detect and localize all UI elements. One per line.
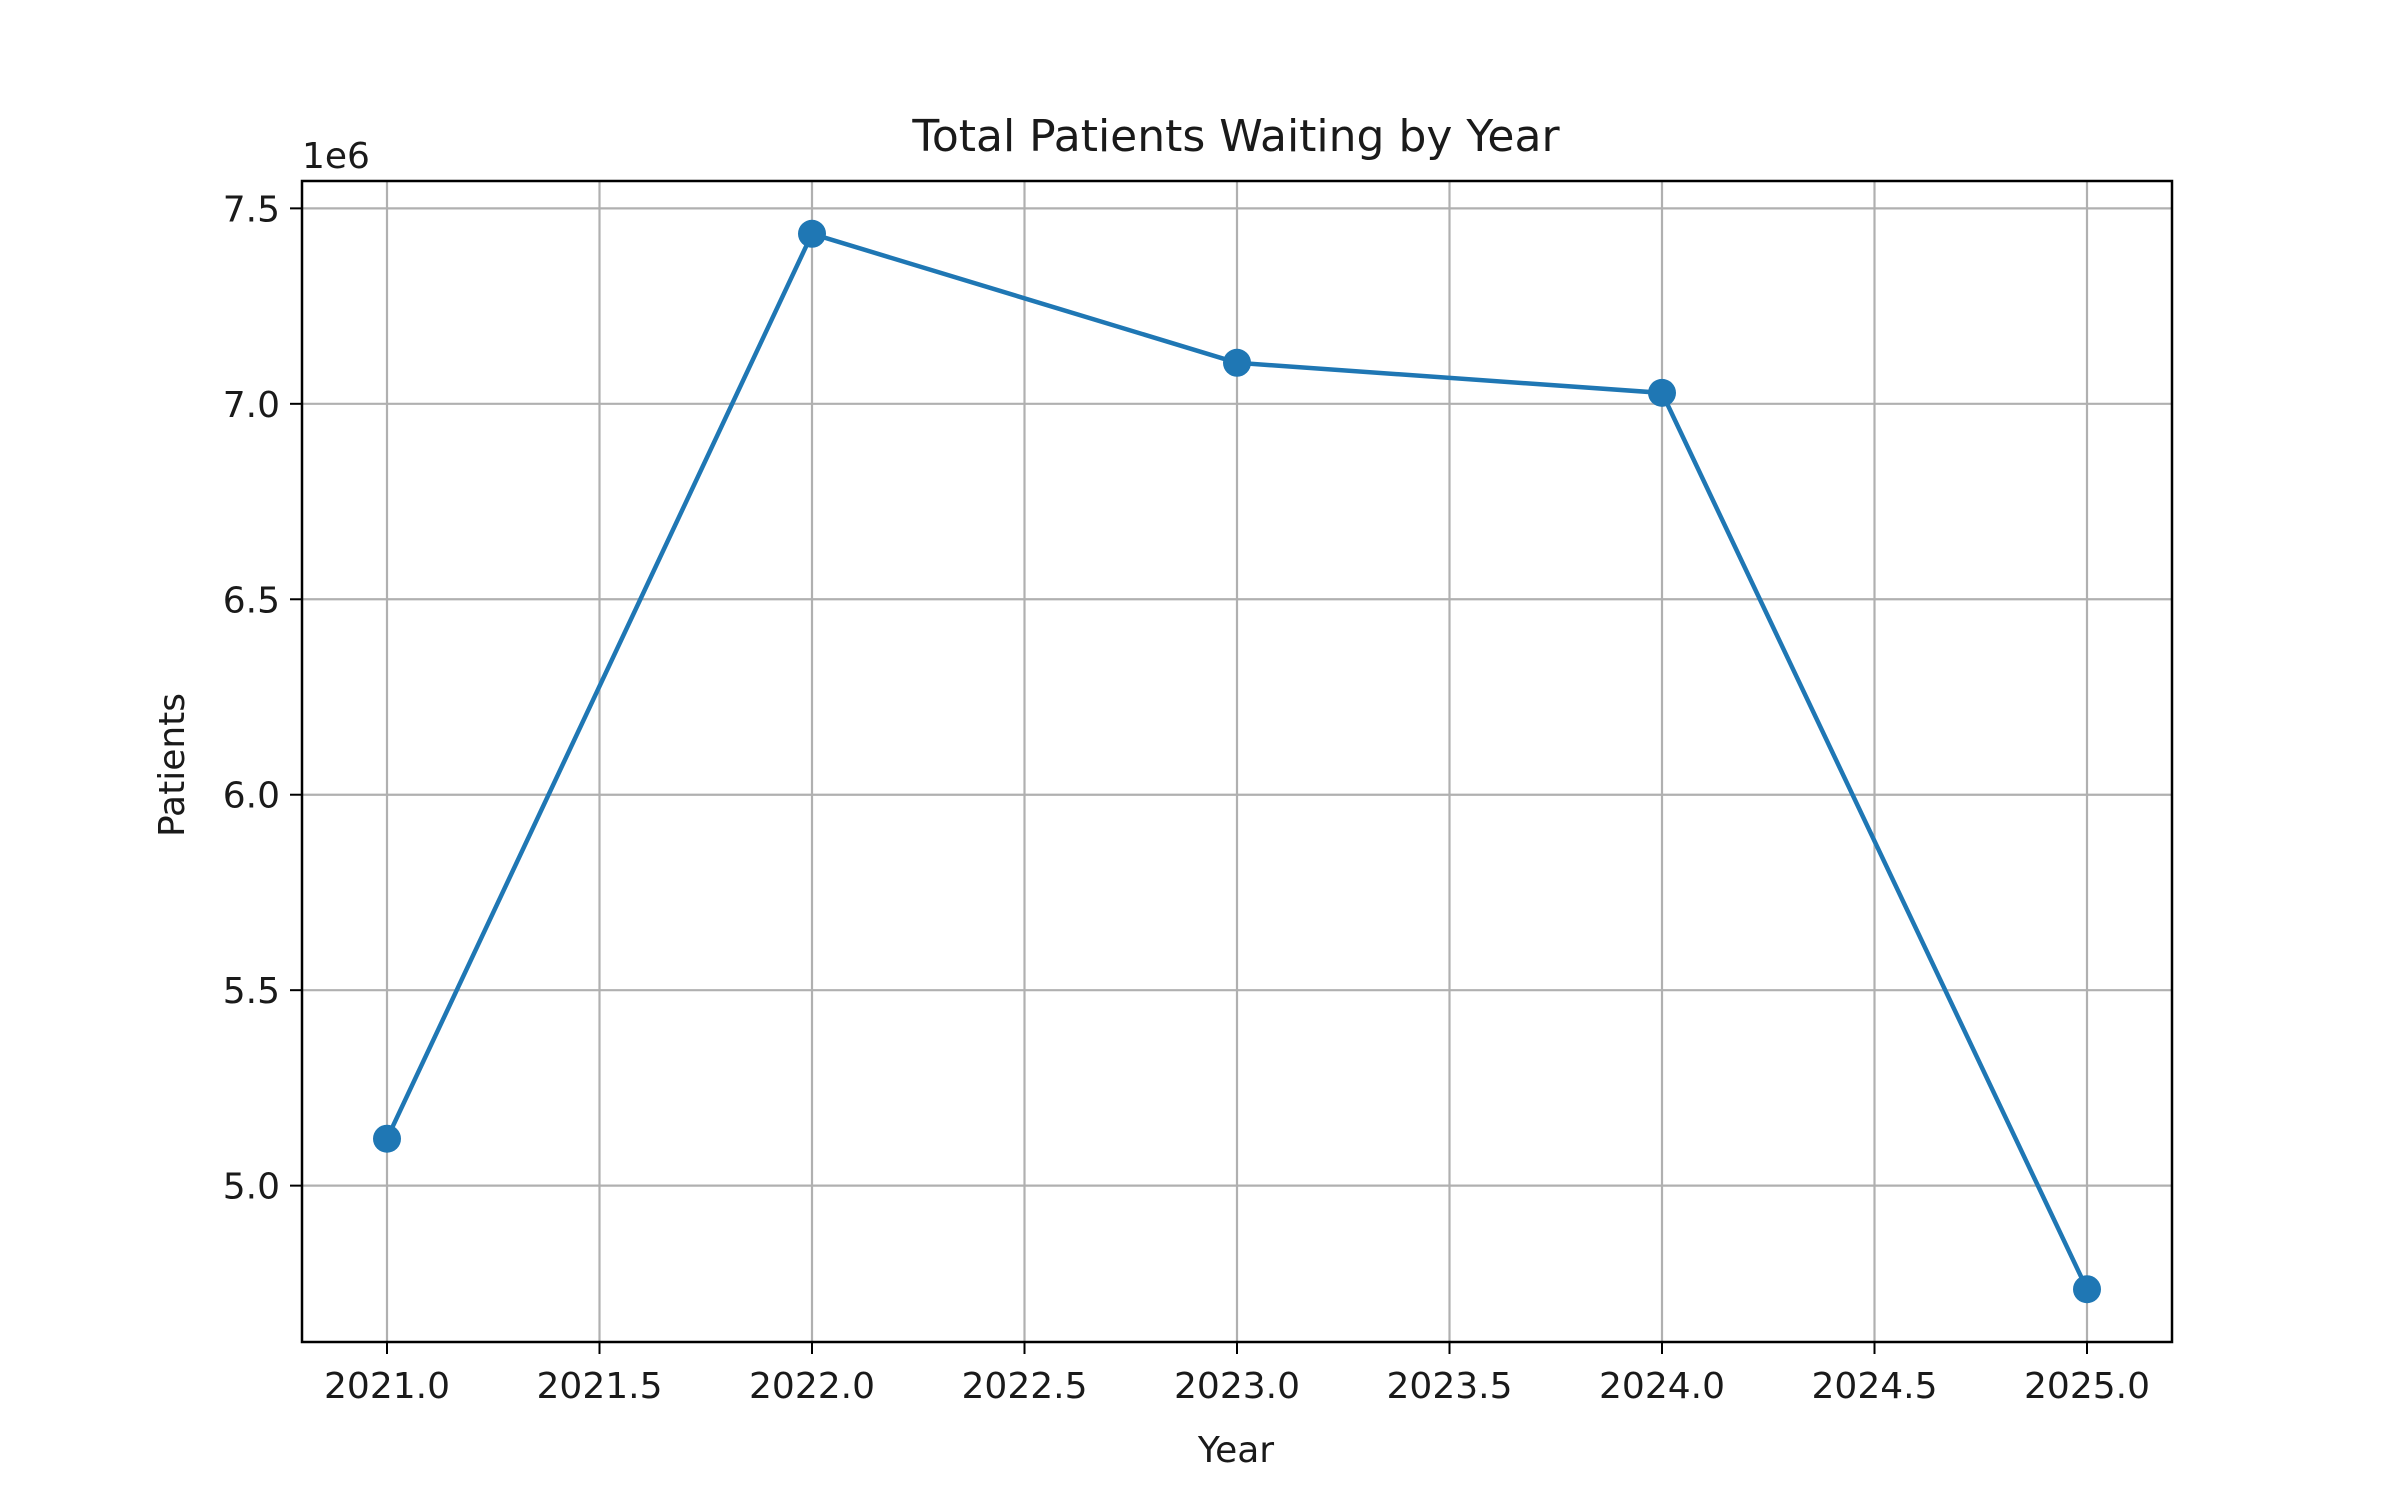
x-tick-label: 2021.0 [324, 1366, 450, 1407]
x-tick-label: 2023.0 [1174, 1366, 1300, 1407]
x-tick-label: 2025.0 [2024, 1366, 2150, 1407]
data-point-layer [373, 219, 2101, 1304]
y-tick-label: 7.0 [223, 385, 280, 426]
y-tick-label: 6.0 [223, 776, 280, 817]
y-tick-label: 5.0 [223, 1167, 280, 1208]
y-tick-label: 6.5 [223, 580, 280, 621]
x-tick-label: 2022.5 [962, 1366, 1088, 1407]
data-point [373, 1124, 401, 1153]
y-tick-label: 7.5 [223, 189, 280, 230]
data-point [2073, 1275, 2101, 1304]
axis-ticks: 2021.0 2021.5 2022.0 2022.5 2023.0 2023.5 2024… [223, 189, 2150, 1407]
x-tick-label: 2024.0 [1599, 1366, 1725, 1407]
grid [302, 181, 2172, 1342]
y-axis-offset-label: 1e6 [302, 136, 370, 177]
x-tick-label: 2023.5 [1387, 1366, 1513, 1407]
data-point [1648, 378, 1676, 407]
x-tick-label: 2022.0 [749, 1366, 875, 1407]
data-point [1223, 348, 1251, 377]
y-axis-label: Patients [152, 693, 193, 837]
x-tick-label: 2021.5 [537, 1366, 663, 1407]
x-tick-label: 2024.5 [1812, 1366, 1938, 1407]
chart-title: Total Patients Waiting by Year [911, 111, 1560, 162]
y-tick-label: 5.5 [223, 971, 280, 1012]
x-axis-label: Year [1197, 1430, 1274, 1471]
data-point [798, 219, 826, 248]
